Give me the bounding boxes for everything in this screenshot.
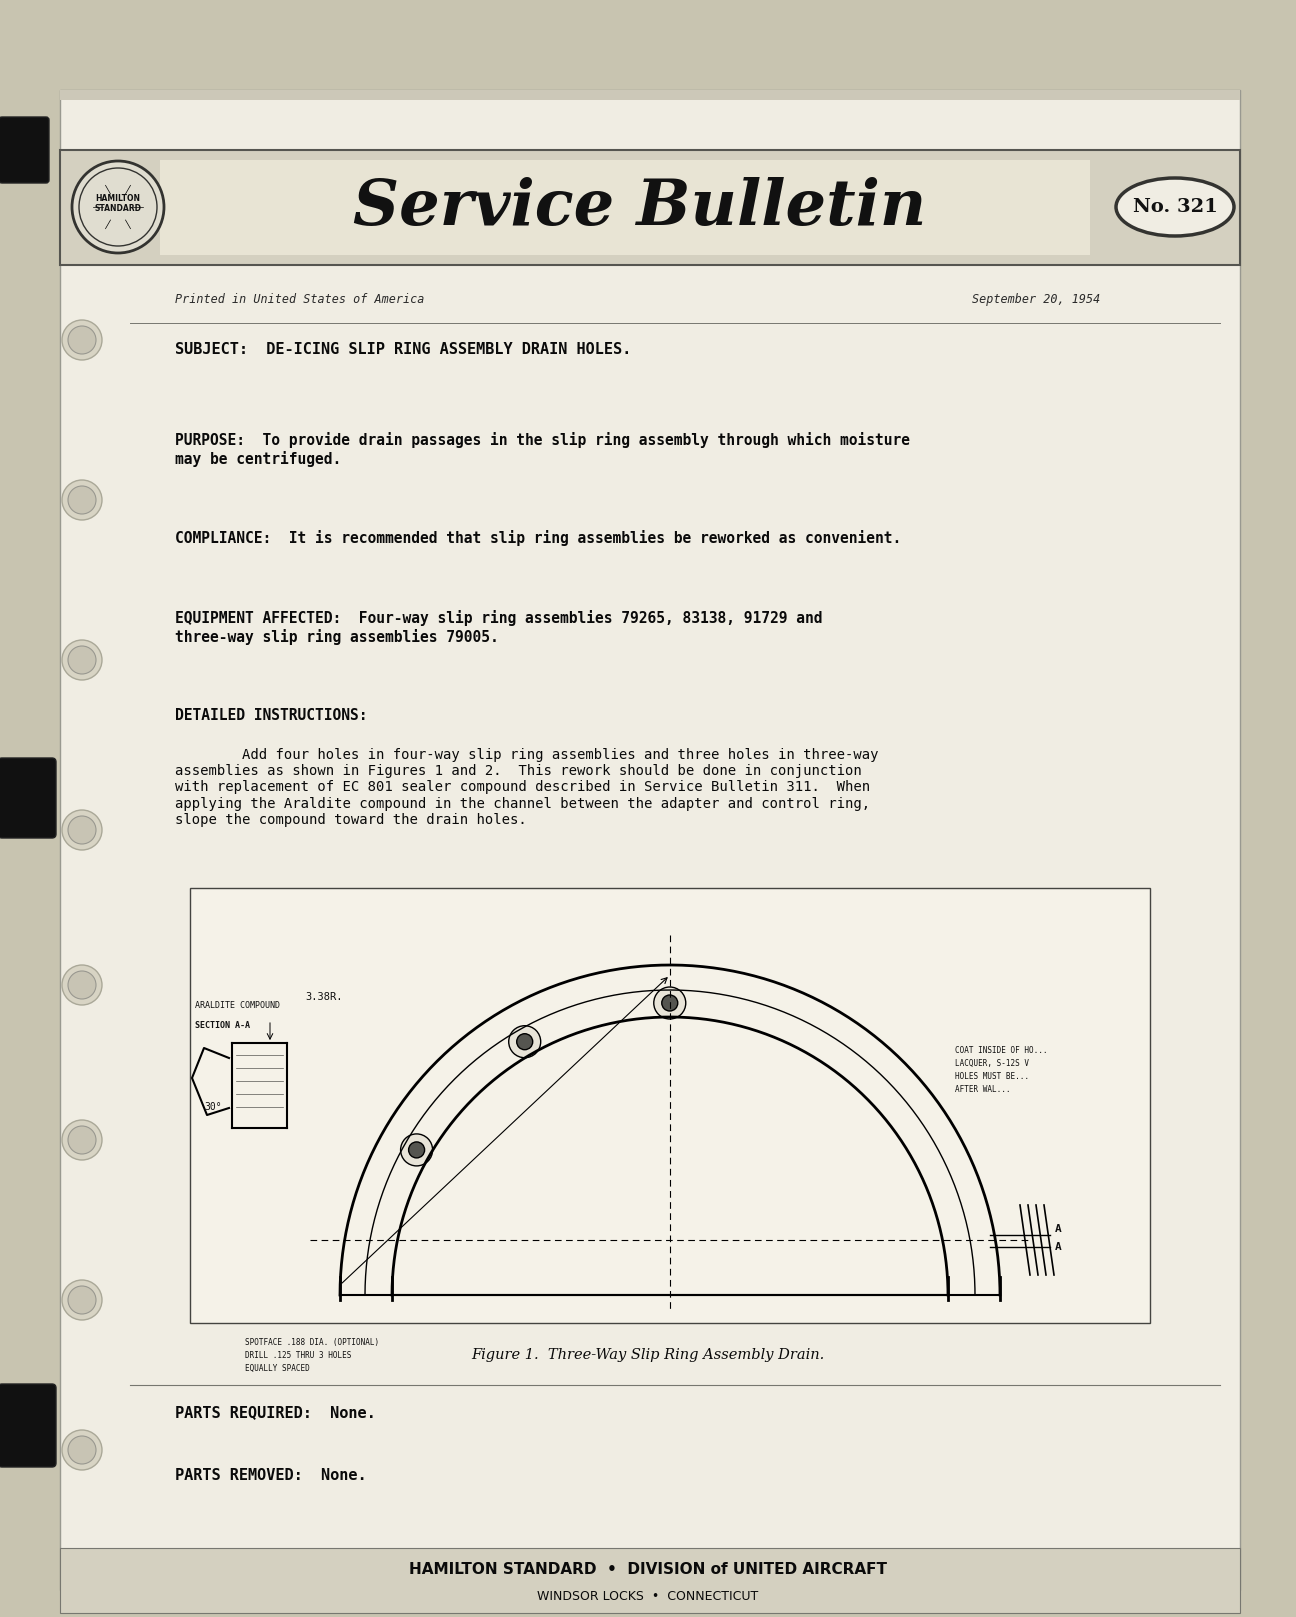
Text: EQUIPMENT AFFECTED:  Four-way slip ring assemblies 79265, 83138, 91729 and
three: EQUIPMENT AFFECTED: Four-way slip ring a… [175, 610, 823, 645]
Circle shape [67, 647, 96, 674]
Circle shape [67, 1286, 96, 1315]
Text: A: A [1055, 1242, 1061, 1252]
Text: STANDARD: STANDARD [95, 204, 141, 212]
Circle shape [67, 487, 96, 514]
Text: AFTER WAL...: AFTER WAL... [955, 1085, 1011, 1095]
FancyBboxPatch shape [191, 888, 1150, 1323]
Circle shape [653, 986, 686, 1019]
Text: A: A [1055, 1224, 1061, 1234]
Text: HAMILTON STANDARD  •  DIVISION of UNITED AIRCRAFT: HAMILTON STANDARD • DIVISION of UNITED A… [410, 1562, 886, 1577]
Circle shape [62, 1429, 102, 1470]
Text: WINDSOR LOCKS  •  CONNECTICUT: WINDSOR LOCKS • CONNECTICUT [538, 1590, 758, 1602]
Text: 3.38R.: 3.38R. [305, 991, 342, 1003]
Text: No. 321: No. 321 [1133, 197, 1217, 217]
Text: Figure 1.  Three-Way Slip Ring Assembly Drain.: Figure 1. Three-Way Slip Ring Assembly D… [472, 1349, 824, 1362]
Text: COAT INSIDE OF HO...: COAT INSIDE OF HO... [955, 1046, 1047, 1054]
Text: HAMILTON: HAMILTON [96, 194, 140, 202]
Text: DETAILED INSTRUCTIONS:: DETAILED INSTRUCTIONS: [175, 708, 368, 723]
Text: EQUALLY SPACED: EQUALLY SPACED [245, 1365, 310, 1373]
Circle shape [67, 970, 96, 999]
FancyBboxPatch shape [60, 150, 1240, 265]
FancyBboxPatch shape [159, 160, 1090, 255]
Text: 30°: 30° [203, 1103, 222, 1112]
Text: Printed in United States of America: Printed in United States of America [175, 293, 424, 306]
Circle shape [73, 162, 165, 252]
Circle shape [67, 1125, 96, 1155]
Text: PARTS REMOVED:  None.: PARTS REMOVED: None. [175, 1468, 367, 1483]
Text: HOLES MUST BE...: HOLES MUST BE... [955, 1072, 1029, 1082]
Circle shape [62, 480, 102, 521]
FancyBboxPatch shape [60, 91, 1240, 1590]
Text: SUBJECT:  DE-ICING SLIP RING ASSEMBLY DRAIN HOLES.: SUBJECT: DE-ICING SLIP RING ASSEMBLY DRA… [175, 343, 631, 357]
Circle shape [400, 1134, 433, 1166]
Circle shape [67, 817, 96, 844]
Circle shape [62, 320, 102, 361]
Text: Add four holes in four-way slip ring assemblies and three holes in three-way
ass: Add four holes in four-way slip ring ass… [175, 749, 879, 826]
Circle shape [67, 327, 96, 354]
Circle shape [62, 1121, 102, 1159]
Text: PARTS REQUIRED:  None.: PARTS REQUIRED: None. [175, 1405, 376, 1420]
Text: LACQUER, S-12S V: LACQUER, S-12S V [955, 1059, 1029, 1067]
Text: PURPOSE:  To provide drain passages in the slip ring assembly through which mois: PURPOSE: To provide drain passages in th… [175, 432, 910, 467]
Circle shape [62, 965, 102, 1006]
Text: September 20, 1954: September 20, 1954 [972, 293, 1100, 306]
FancyBboxPatch shape [0, 1384, 56, 1467]
Circle shape [517, 1033, 533, 1049]
Text: SPOTFACE .188 DIA. (OPTIONAL): SPOTFACE .188 DIA. (OPTIONAL) [245, 1337, 380, 1347]
Circle shape [62, 1281, 102, 1319]
Text: SECTION A-A: SECTION A-A [194, 1020, 250, 1030]
Circle shape [62, 640, 102, 681]
FancyBboxPatch shape [0, 758, 56, 838]
Circle shape [408, 1142, 425, 1158]
Text: DRILL .125 THRU 3 HOLES: DRILL .125 THRU 3 HOLES [245, 1350, 351, 1360]
Text: ARALDITE COMPOUND: ARALDITE COMPOUND [194, 1001, 280, 1011]
Circle shape [662, 994, 678, 1011]
Text: COMPLIANCE:  It is recommended that slip ring assemblies be reworked as convenie: COMPLIANCE: It is recommended that slip … [175, 530, 901, 547]
FancyBboxPatch shape [60, 91, 1240, 100]
Circle shape [509, 1025, 540, 1058]
FancyBboxPatch shape [0, 116, 49, 183]
Circle shape [67, 1436, 96, 1463]
Circle shape [62, 810, 102, 851]
FancyBboxPatch shape [60, 1547, 1240, 1614]
Ellipse shape [1116, 178, 1234, 236]
Text: Service Bulletin: Service Bulletin [354, 178, 927, 239]
